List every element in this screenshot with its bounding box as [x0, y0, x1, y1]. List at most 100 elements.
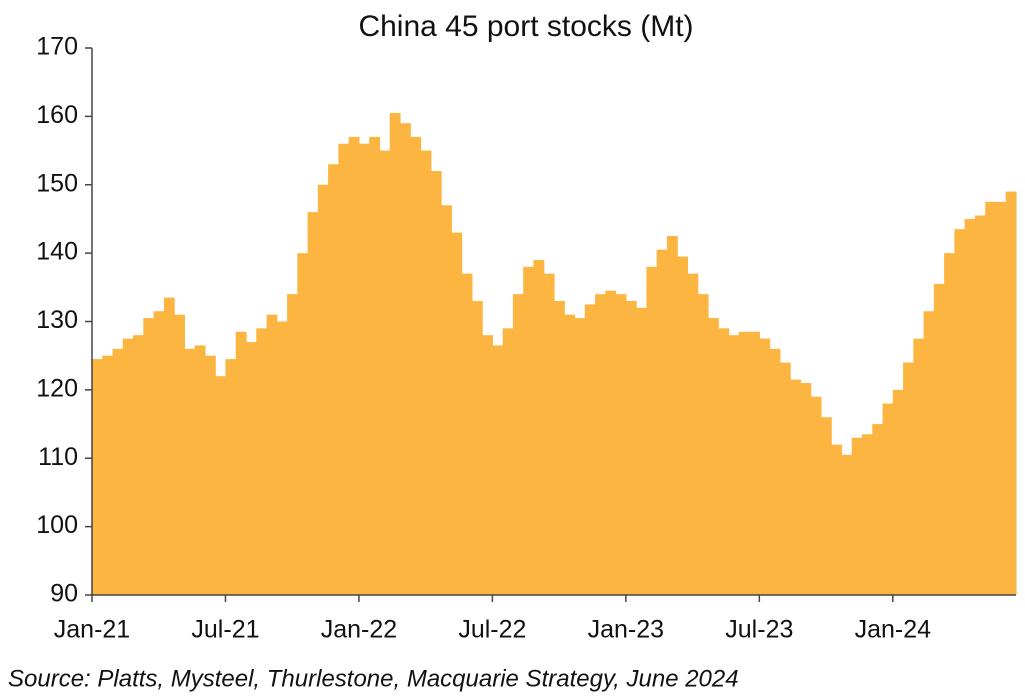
- area-step: [779, 362, 791, 595]
- y-tick-label: 130: [36, 306, 78, 334]
- area-step: [235, 331, 247, 595]
- area-step: [666, 236, 678, 595]
- area-step: [831, 444, 843, 595]
- x-tick-label: Jul-22: [458, 616, 526, 644]
- area-step: [738, 331, 750, 595]
- area-step: [215, 376, 227, 595]
- y-tick-label: 120: [36, 374, 78, 402]
- x-tick-label: Jul-21: [191, 616, 259, 644]
- area-step: [92, 359, 103, 595]
- x-tick-label: Jan-21: [54, 616, 130, 644]
- area-step: [225, 359, 237, 595]
- area-step: [800, 383, 812, 595]
- area-step: [862, 434, 873, 595]
- area-step: [944, 253, 955, 595]
- area-step: [554, 300, 565, 595]
- area-step: [471, 300, 483, 595]
- area-step: [143, 318, 155, 595]
- y-tick-label: 160: [36, 101, 78, 129]
- area-step: [759, 338, 771, 595]
- area-step: [985, 201, 997, 595]
- area-step: [892, 389, 904, 595]
- area-step: [636, 307, 647, 595]
- area-step: [122, 338, 134, 595]
- area-step: [307, 212, 319, 595]
- area-step: [523, 266, 535, 595]
- area-step: [389, 112, 401, 596]
- area-step: [153, 311, 165, 595]
- area-step: [328, 164, 339, 596]
- area-step: [677, 256, 689, 595]
- area-step: [430, 171, 442, 595]
- area-step: [246, 342, 257, 595]
- area-step: [697, 294, 709, 595]
- area-step: [461, 273, 473, 595]
- area-step: [708, 318, 719, 595]
- area-step: [574, 318, 586, 595]
- area-step: [379, 150, 391, 595]
- area-step: [287, 294, 298, 595]
- area-step: [174, 314, 185, 595]
- area-step: [338, 143, 350, 595]
- area-step: [482, 335, 493, 595]
- y-tick-label: 170: [36, 33, 78, 61]
- area-step: [102, 355, 114, 595]
- x-tick-label: Jan-22: [321, 616, 397, 644]
- area-step: [1005, 191, 1017, 595]
- area-step: [646, 266, 658, 595]
- area-step: [718, 328, 730, 595]
- area-step: [358, 143, 370, 595]
- area-step: [533, 259, 545, 595]
- area-step: [564, 314, 576, 595]
- area-step: [851, 437, 863, 595]
- area-step: [297, 253, 309, 595]
- area-step: [923, 311, 935, 595]
- area-step: [728, 335, 740, 595]
- x-tick-label: Jan-23: [588, 616, 664, 644]
- area-step: [913, 338, 925, 595]
- area-step: [204, 355, 216, 595]
- area-step: [410, 136, 422, 595]
- area-step: [276, 321, 288, 595]
- area-step: [595, 294, 606, 595]
- area-step: [933, 283, 945, 595]
- area-step: [348, 136, 360, 595]
- area-step: [974, 215, 986, 596]
- area-step: [882, 403, 894, 595]
- area-step: [441, 205, 452, 595]
- area-step: [133, 335, 144, 595]
- area-step: [964, 218, 976, 595]
- area-step: [369, 136, 381, 595]
- x-tick-label: Jul-23: [725, 616, 793, 644]
- area-step: [512, 294, 524, 595]
- area-step: [605, 290, 617, 595]
- x-tick-label: Jan-24: [855, 616, 932, 644]
- source-note: Source: Platts, Mysteel, Thurlestone, Ma…: [8, 665, 739, 692]
- area-step: [112, 348, 124, 595]
- area-step: [872, 424, 884, 595]
- area-step: [163, 297, 175, 595]
- area-step: [502, 328, 514, 595]
- y-tick-label: 110: [38, 443, 78, 471]
- area-step: [841, 454, 853, 595]
- area-step: [820, 417, 832, 595]
- area-step: [625, 300, 637, 595]
- area-step: [903, 362, 914, 595]
- area-step: [995, 201, 1007, 595]
- area-step: [584, 304, 596, 595]
- area-step: [451, 232, 463, 596]
- area-step: [266, 314, 278, 595]
- area-step: [400, 123, 411, 596]
- area-step: [317, 184, 329, 595]
- y-tick-label: 100: [36, 511, 78, 539]
- y-tick-label: 140: [36, 238, 78, 266]
- area-step: [810, 396, 822, 595]
- area-step: [769, 348, 781, 595]
- y-tick-label: 150: [36, 169, 78, 197]
- area-step: [656, 249, 668, 596]
- area-step: [184, 348, 196, 595]
- area-step: [194, 345, 206, 595]
- area-step: [687, 273, 699, 595]
- area-step: [543, 273, 555, 595]
